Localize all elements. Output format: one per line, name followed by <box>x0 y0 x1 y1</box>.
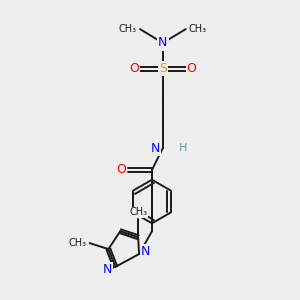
Text: N: N <box>103 263 112 276</box>
Text: H: H <box>179 143 187 153</box>
Text: N: N <box>141 244 151 258</box>
Text: CH₃: CH₃ <box>68 238 87 248</box>
Text: O: O <box>129 62 139 75</box>
Text: N: N <box>151 142 160 154</box>
Text: CH₃: CH₃ <box>129 207 147 218</box>
Text: O: O <box>116 163 126 176</box>
Text: CH₃: CH₃ <box>189 24 207 34</box>
Text: CH₃: CH₃ <box>119 24 137 34</box>
Text: O: O <box>187 62 196 75</box>
Text: S: S <box>159 62 167 75</box>
Text: N: N <box>158 37 168 50</box>
